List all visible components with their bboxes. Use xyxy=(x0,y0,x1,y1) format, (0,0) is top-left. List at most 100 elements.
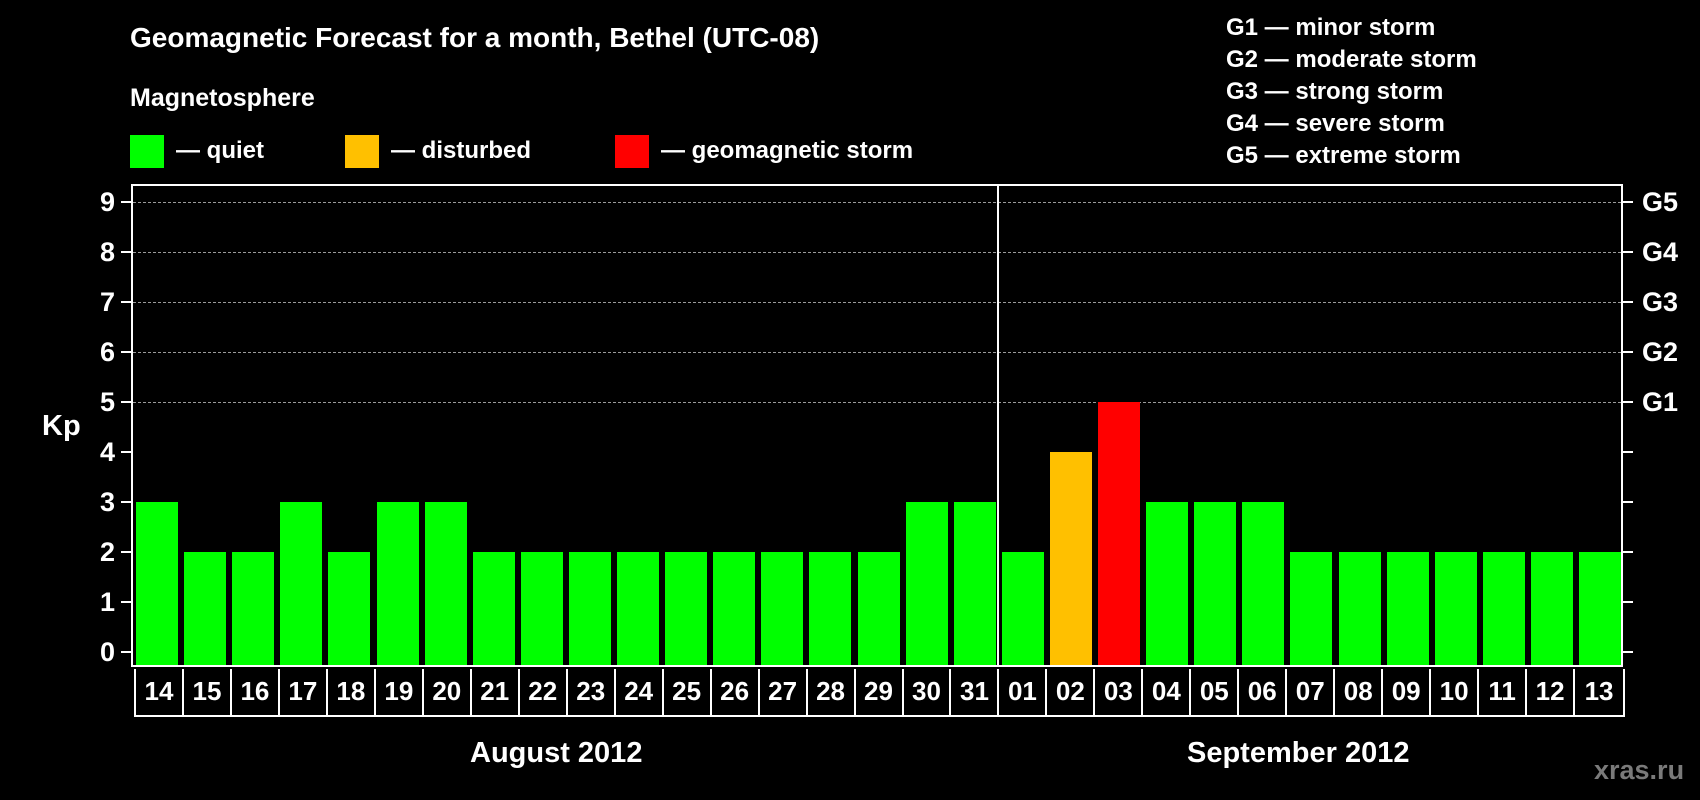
day-label: 12 xyxy=(1527,669,1576,715)
bar-day-15 xyxy=(184,552,227,665)
g-scale-label: G3 xyxy=(1642,287,1679,317)
y-tick-label: 3 xyxy=(99,487,115,517)
bar-day-20 xyxy=(424,502,467,665)
day-label: 11 xyxy=(1479,669,1528,715)
bar-day-19 xyxy=(376,502,419,665)
y-tick-label: 1 xyxy=(99,587,115,617)
y-tick-right xyxy=(1623,651,1633,653)
g-legend-g4: G4 — severe storm xyxy=(1226,110,1445,137)
gridline xyxy=(133,352,1621,353)
bar-day-21 xyxy=(472,552,515,665)
y-tick-label: 5 xyxy=(99,387,115,417)
day-label: 05 xyxy=(1191,669,1240,715)
day-label: 29 xyxy=(856,669,904,715)
day-label: 16 xyxy=(232,669,280,715)
y-tick-label: 2 xyxy=(99,537,115,567)
g-scale-label: G5 xyxy=(1642,187,1679,217)
day-label: 26 xyxy=(712,669,760,715)
legend-swatch-storm xyxy=(615,134,649,168)
y-tick xyxy=(121,351,131,353)
day-label: 21 xyxy=(472,669,520,715)
day-label: 14 xyxy=(136,669,184,715)
y-tick-right xyxy=(1623,401,1633,403)
day-label: 24 xyxy=(616,669,664,715)
bar-day-31 xyxy=(953,502,996,665)
gridline xyxy=(133,202,1621,203)
bar-day-18 xyxy=(328,552,371,665)
bar-day-30 xyxy=(905,502,948,665)
g-legend-g3: G3 — strong storm xyxy=(1226,78,1444,105)
bar-day-29 xyxy=(857,552,900,665)
y-tick-label: 4 xyxy=(99,437,115,467)
day-label: 27 xyxy=(760,669,808,715)
day-label: 30 xyxy=(904,669,952,715)
day-label: 17 xyxy=(280,669,328,715)
day-label: 04 xyxy=(1143,669,1192,715)
day-label: 10 xyxy=(1431,669,1480,715)
month-separator xyxy=(997,184,999,667)
y-tick xyxy=(121,551,131,553)
day-label: 19 xyxy=(376,669,424,715)
gridline xyxy=(133,402,1621,403)
day-label: 22 xyxy=(520,669,568,715)
day-label: 25 xyxy=(664,669,712,715)
y-tick-right xyxy=(1623,351,1633,353)
bar-day-17 xyxy=(280,502,323,665)
y-tick xyxy=(121,201,131,203)
y-tick-right xyxy=(1623,601,1633,603)
bar-day-25 xyxy=(665,552,708,665)
y-tick-right xyxy=(1623,251,1633,253)
month-label-september: September 2012 xyxy=(1187,737,1410,769)
day-label: 15 xyxy=(184,669,232,715)
bar-day-04 xyxy=(1146,502,1189,665)
bar-day-06 xyxy=(1242,502,1285,665)
y-tick-right xyxy=(1623,501,1633,503)
day-label: 03 xyxy=(1095,669,1144,715)
day-label: 23 xyxy=(568,669,616,715)
bar-day-12 xyxy=(1530,552,1573,665)
g-legend-g5: G5 — extreme storm xyxy=(1226,142,1461,169)
g-scale-label: G2 xyxy=(1642,337,1679,367)
y-tick xyxy=(121,601,131,603)
bar-day-11 xyxy=(1482,552,1525,665)
legend-quiet: — quiet xyxy=(130,134,264,168)
gridline xyxy=(133,302,1621,303)
day-label: 31 xyxy=(951,669,1000,715)
y-tick-right xyxy=(1623,301,1633,303)
y-tick xyxy=(121,651,131,653)
bar-day-02 xyxy=(1049,452,1092,665)
bar-day-23 xyxy=(568,552,611,665)
legend-label: — geomagnetic storm xyxy=(661,137,914,164)
chart-subtitle: Magnetosphere xyxy=(130,84,315,112)
bar-day-05 xyxy=(1194,502,1237,665)
y-tick-label: 7 xyxy=(99,287,115,317)
gridline xyxy=(133,252,1621,253)
legend-swatch-quiet xyxy=(130,134,164,168)
bar-day-26 xyxy=(713,552,756,665)
g-scale-label: G4 xyxy=(1642,237,1679,267)
day-label: 07 xyxy=(1287,669,1336,715)
month-label-august: August 2012 xyxy=(470,737,643,769)
watermark: xras.ru xyxy=(1594,755,1685,785)
day-label: 02 xyxy=(1047,669,1096,715)
y-tick xyxy=(121,251,131,253)
bar-day-27 xyxy=(761,552,804,665)
day-label: 06 xyxy=(1239,669,1288,715)
g-scale-label: G1 xyxy=(1642,387,1679,417)
bar-day-07 xyxy=(1290,552,1333,665)
legend-swatch-disturbed xyxy=(345,134,379,168)
day-label: 01 xyxy=(999,669,1048,715)
y-tick-right xyxy=(1623,201,1633,203)
y-tick xyxy=(121,301,131,303)
day-label: 28 xyxy=(808,669,856,715)
legend-label: — quiet xyxy=(176,137,264,164)
bar-day-16 xyxy=(232,552,275,665)
y-axis-label: Kp xyxy=(42,410,81,442)
day-label: 20 xyxy=(424,669,472,715)
y-tick-right xyxy=(1623,451,1633,453)
y-tick-right xyxy=(1623,551,1633,553)
g-legend-g1: G1 — minor storm xyxy=(1226,14,1436,41)
day-label: 08 xyxy=(1335,669,1384,715)
day-label: 13 xyxy=(1584,676,1614,706)
bar-day-03 xyxy=(1098,402,1141,665)
